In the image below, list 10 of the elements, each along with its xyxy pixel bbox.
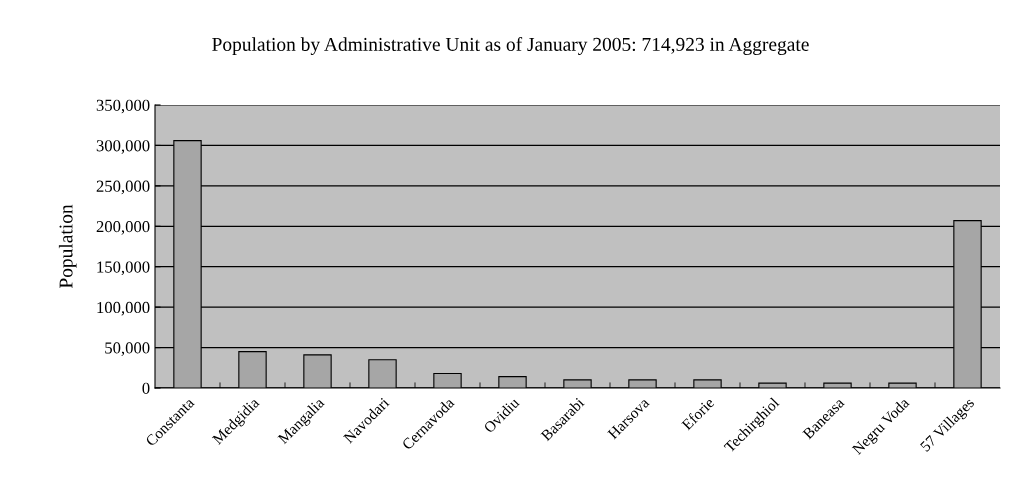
y-tick-label: 0 xyxy=(142,382,150,394)
y-tick-label: 150,000 xyxy=(97,261,150,276)
chart-title: Population by Administrative Unit as of January 2005: 714,923 in Aggregate xyxy=(212,37,809,55)
y-tick-label: 50,000 xyxy=(105,342,150,356)
y-tick-label: 350,000 xyxy=(96,99,150,114)
y-tick-label: 200,000 xyxy=(96,220,150,235)
y-tick-label: 300,000 xyxy=(96,140,150,154)
y-tick-label: 100,000 xyxy=(97,301,150,316)
y-axis-title: Population xyxy=(58,204,77,289)
y-tick-label: 250,000 xyxy=(96,180,150,195)
